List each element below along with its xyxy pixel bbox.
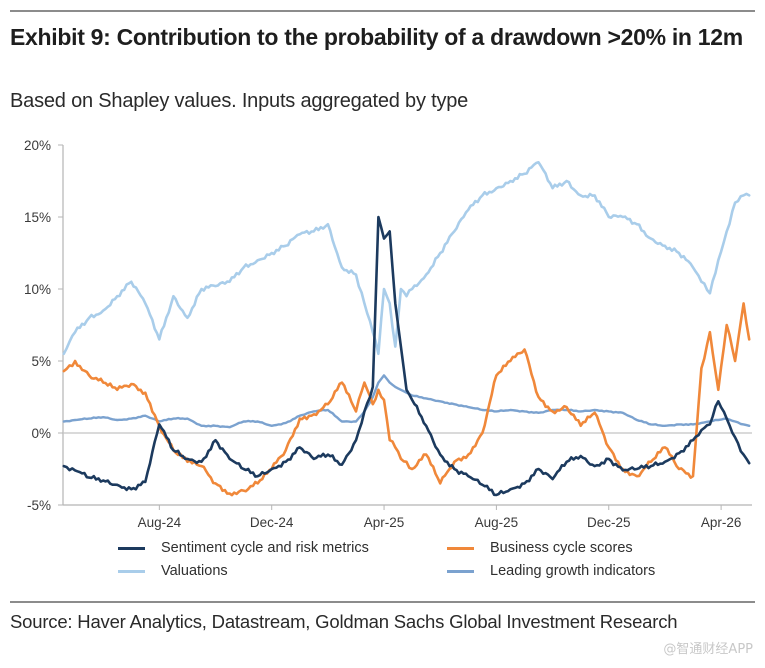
y-tick-label: 0% (31, 426, 51, 441)
legend-swatch-valuations (118, 569, 145, 573)
y-tick-label: 20% (24, 138, 51, 153)
legend-label-leading-growth: Leading growth indicators (490, 563, 656, 579)
series-business-cycle-line (62, 302, 751, 497)
x-tick-label: Aug-25 (475, 515, 519, 530)
chart-subtitle: Based on Shapley values. Inputs aggregat… (10, 90, 469, 112)
y-tick-label: 10% (24, 282, 51, 297)
legend-item-leading-growth: Leading growth indicators (447, 563, 655, 579)
x-tick-label: Dec-24 (250, 515, 294, 530)
legend-item-valuations: Valuations (118, 563, 228, 579)
legend-label-sentiment: Sentiment cycle and risk metrics (161, 540, 369, 556)
series-group (62, 161, 751, 497)
legend-swatch-leading-growth (447, 569, 474, 573)
bottom-divider (10, 601, 755, 603)
x-tick-label: Apr-26 (701, 515, 742, 530)
legend: Sentiment cycle and risk metrics Busines… (0, 536, 765, 586)
top-divider (10, 10, 755, 12)
chart-title: Exhibit 9: Contribution to the probabili… (10, 24, 743, 50)
y-tick-label: 5% (31, 354, 51, 369)
legend-swatch-sentiment (118, 546, 145, 550)
watermark: @智通财经APP (663, 642, 753, 657)
source-note: Source: Haver Analytics, Datastream, Gol… (10, 611, 678, 632)
legend-item-sentiment: Sentiment cycle and risk metrics (118, 540, 369, 556)
legend-label-business-cycle: Business cycle scores (490, 540, 633, 556)
x-tick-label: Dec-25 (587, 515, 631, 530)
axes: -5% 0% 5% 10% 15% 20% Aug-24 Dec-24 Apr-25 Aug-25… (24, 138, 752, 530)
series-leading-growth-line (62, 374, 751, 429)
x-tick-label: Apr-25 (364, 515, 405, 530)
series-sentiment-line (62, 215, 751, 497)
legend-label-valuations: Valuations (161, 563, 228, 579)
legend-swatch-business-cycle (447, 546, 474, 550)
series-valuations-line (62, 161, 751, 356)
legend-item-business-cycle: Business cycle scores (447, 540, 633, 556)
x-tick-label: Aug-24 (138, 515, 182, 530)
y-tick-label: 15% (24, 210, 51, 225)
y-tick-label: -5% (27, 498, 51, 513)
